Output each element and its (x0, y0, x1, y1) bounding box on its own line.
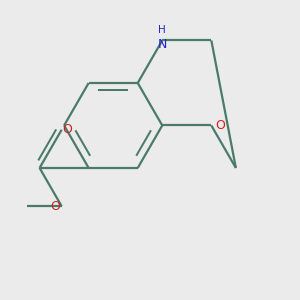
Text: O: O (50, 200, 60, 213)
Text: O: O (63, 123, 73, 136)
Text: H: H (158, 25, 166, 35)
Text: O: O (215, 119, 225, 132)
Text: N: N (158, 38, 167, 51)
